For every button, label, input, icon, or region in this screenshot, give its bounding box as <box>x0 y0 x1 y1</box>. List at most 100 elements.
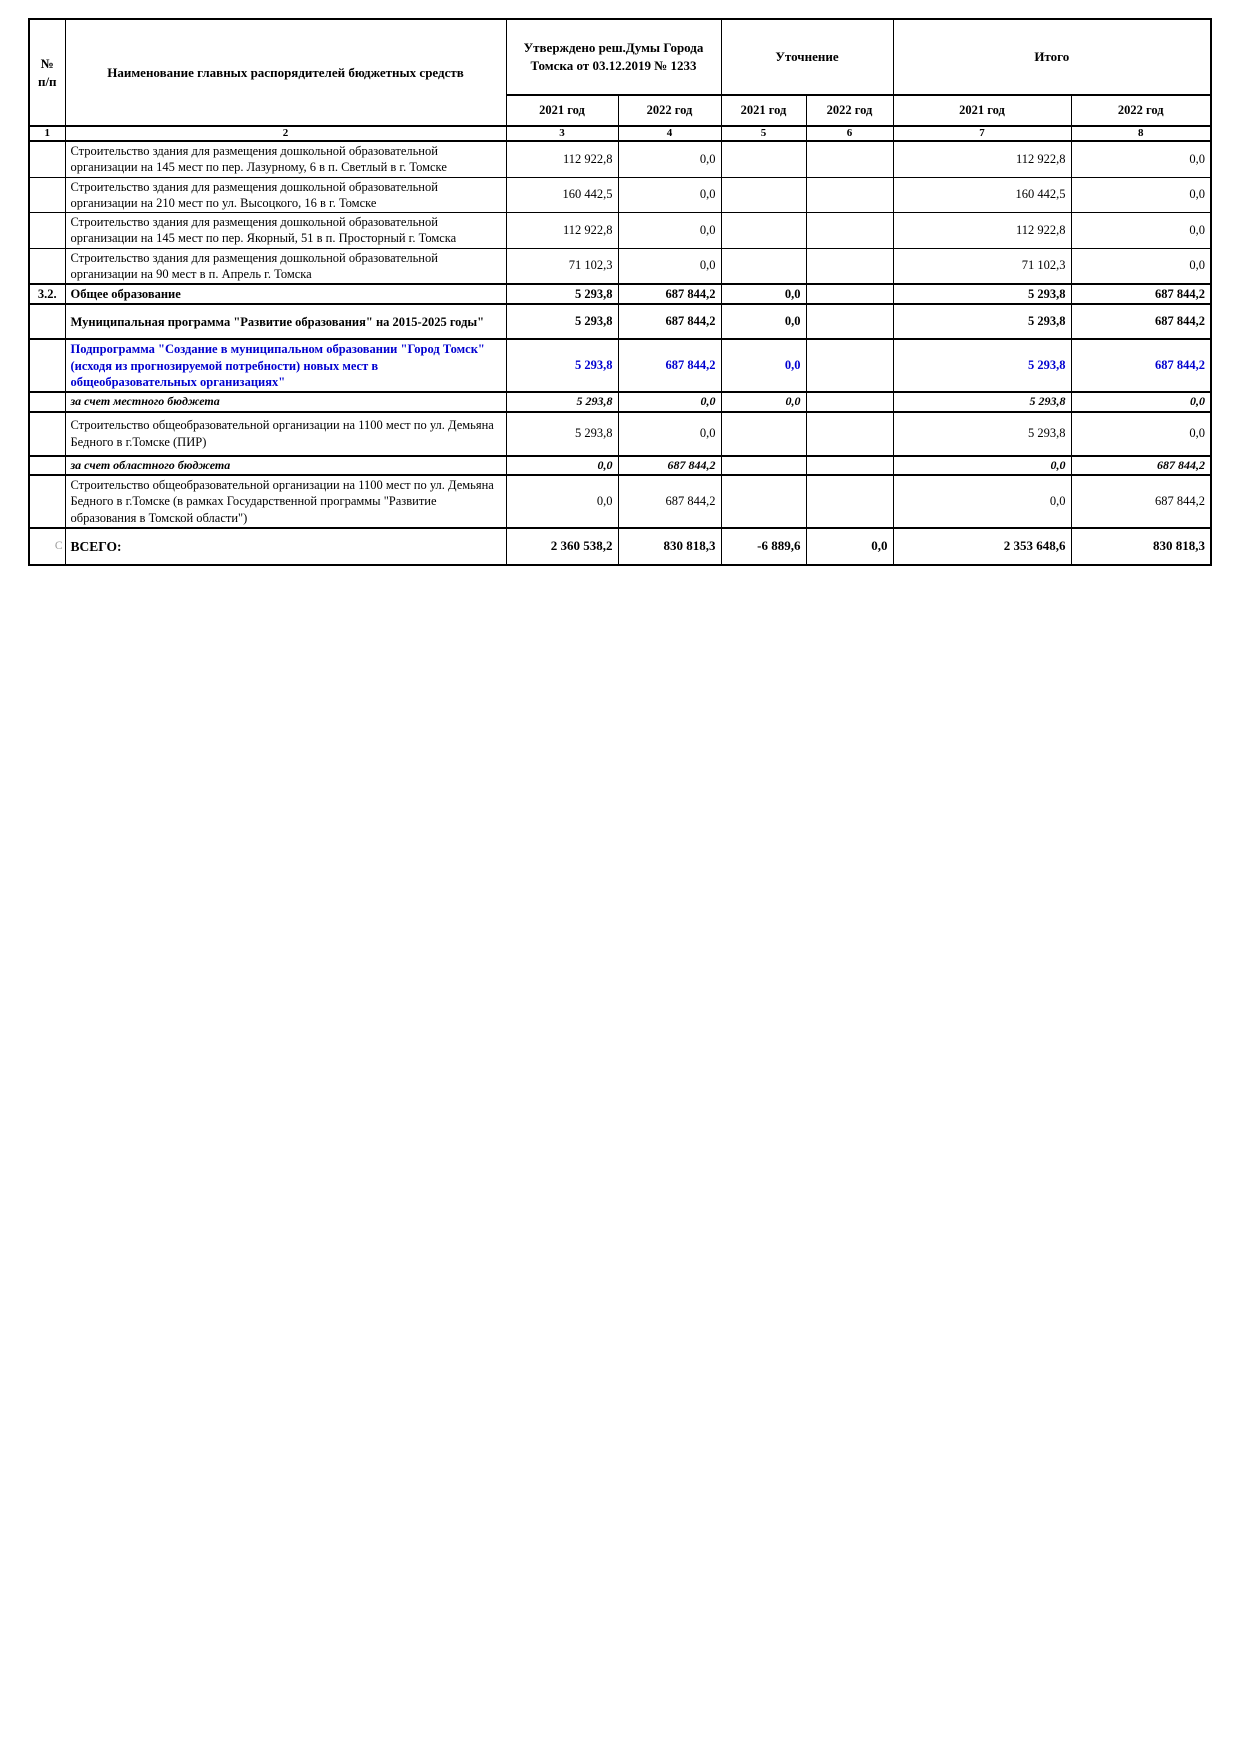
value-cell: 687 844,2 <box>617 454 722 477</box>
row-num-cell: С <box>28 526 66 566</box>
value-cell: 830 818,3 <box>617 526 722 566</box>
row-num-cell <box>28 176 66 213</box>
value-cell: 687 844,2 <box>617 474 722 529</box>
value-cell: 71 102,3 <box>505 247 619 285</box>
value-cell: 2 353 648,6 <box>892 526 1072 566</box>
value-cell <box>805 303 894 341</box>
value-cell: 687 844,2 <box>1070 338 1212 393</box>
value-cell: 160 442,5 <box>892 176 1072 213</box>
value-cell <box>805 454 894 477</box>
colindex-cell: 4 <box>617 125 722 142</box>
value-cell: 0,0 <box>720 391 807 413</box>
row-num-cell <box>28 411 66 457</box>
value-cell: 0,0 <box>1070 212 1212 249</box>
value-cell <box>805 176 894 213</box>
row-num-cell: 3.2. <box>28 282 66 306</box>
table-row: Строительство общеобразовательной органи… <box>28 474 1212 529</box>
table-row-section: 3.2. Общее образование 5 293,8 687 844,2… <box>28 282 1212 306</box>
value-cell: 0,0 <box>505 454 619 477</box>
year-cell: 2021 год <box>892 94 1072 127</box>
value-cell: 5 293,8 <box>892 391 1072 413</box>
row-name-cell: Строительство здания для размещения дошк… <box>64 176 507 213</box>
value-cell: 5 293,8 <box>505 282 619 306</box>
value-cell: 0,0 <box>617 176 722 213</box>
value-cell: 0,0 <box>617 411 722 457</box>
colindex-cell: 6 <box>805 125 894 142</box>
table-row-local-budget: за счет местного бюджета 5 293,8 0,0 0,0… <box>28 391 1212 413</box>
colindex-cell: 5 <box>720 125 807 142</box>
year-cell: 2022 год <box>617 94 722 127</box>
value-cell <box>805 140 894 178</box>
row-num-cell <box>28 303 66 341</box>
table-row: Строительство здания для размещения дошк… <box>28 247 1212 285</box>
value-cell: 687 844,2 <box>1070 474 1212 529</box>
value-cell: 112 922,8 <box>892 140 1072 178</box>
value-cell <box>805 212 894 249</box>
header-approved: Утверждено реш.Думы Города Томска от 03.… <box>505 18 722 96</box>
row-name-cell: Строительство здания для размещения дошк… <box>64 140 507 178</box>
value-cell: 5 293,8 <box>505 391 619 413</box>
row-num-cell <box>28 338 66 393</box>
row-num-cell <box>28 454 66 477</box>
value-cell: 0,0 <box>617 212 722 249</box>
value-cell: 5 293,8 <box>892 303 1072 341</box>
value-cell: 687 844,2 <box>617 282 722 306</box>
value-cell: 687 844,2 <box>1070 282 1212 306</box>
table-header-row: № п/п Наименование главных распорядителе… <box>28 18 1212 127</box>
value-cell: -6 889,6 <box>720 526 807 566</box>
value-cell <box>805 247 894 285</box>
row-name-cell: Строительство общеобразовательной органи… <box>64 474 507 529</box>
colindex-cell: 8 <box>1070 125 1212 142</box>
value-cell: 0,0 <box>617 247 722 285</box>
colindex-cell: 1 <box>28 125 66 142</box>
row-num-cell <box>28 391 66 413</box>
value-cell: 0,0 <box>805 526 894 566</box>
value-cell <box>805 411 894 457</box>
table-row-subprogram: Подпрограмма "Создание в муниципальном о… <box>28 338 1212 393</box>
table-year-row: 2021 год 2022 год 2021 год 2022 год 2021… <box>29 94 1212 127</box>
value-cell: 0,0 <box>720 338 807 393</box>
value-cell: 160 442,5 <box>505 176 619 213</box>
value-cell: 0,0 <box>617 391 722 413</box>
year-cell: 2022 год <box>805 94 894 127</box>
row-name-cell: Подпрограмма "Создание в муниципальном о… <box>64 338 507 393</box>
header-total: Итого <box>892 18 1212 96</box>
table-row: Строительство здания для размещения дошк… <box>28 140 1212 178</box>
value-cell: 0,0 <box>1070 247 1212 285</box>
value-cell <box>805 282 894 306</box>
value-cell: 5 293,8 <box>505 411 619 457</box>
value-cell: 0,0 <box>617 140 722 178</box>
table-row: Строительство здания для размещения дошк… <box>28 212 1212 249</box>
value-cell: 0,0 <box>720 282 807 306</box>
value-cell: 687 844,2 <box>617 338 722 393</box>
value-cell: 830 818,3 <box>1070 526 1212 566</box>
value-cell <box>720 474 807 529</box>
value-cell: 0,0 <box>1070 411 1212 457</box>
row-name-cell: Строительство общеобразовательной органи… <box>64 411 507 457</box>
value-cell: 5 293,8 <box>505 303 619 341</box>
value-cell <box>720 212 807 249</box>
value-cell: 0,0 <box>1070 176 1212 213</box>
row-num-cell <box>28 474 66 529</box>
colindex-cell: 3 <box>505 125 619 142</box>
value-cell <box>720 411 807 457</box>
year-cell: 2021 год <box>720 94 807 127</box>
value-cell: 687 844,2 <box>1070 303 1212 341</box>
table-row: Строительство здания для размещения дошк… <box>28 176 1212 213</box>
colindex-cell: 7 <box>892 125 1072 142</box>
table-row-total: С ВСЕГО: 2 360 538,2 830 818,3 -6 889,6 … <box>28 526 1212 566</box>
year-cell: 2021 год <box>505 94 619 127</box>
header-name: Наименование главных распорядителей бюдж… <box>64 18 507 127</box>
value-cell: 2 360 538,2 <box>505 526 619 566</box>
value-cell: 5 293,8 <box>505 338 619 393</box>
header-adjustment: Уточнение <box>720 18 894 96</box>
row-num-cell <box>28 247 66 285</box>
value-cell <box>720 176 807 213</box>
value-cell: 112 922,8 <box>892 212 1072 249</box>
value-cell: 0,0 <box>505 474 619 529</box>
value-cell: 71 102,3 <box>892 247 1072 285</box>
row-name-cell: Муниципальная программа "Развитие образо… <box>64 303 507 341</box>
table-colindex-row: 1 2 3 4 5 6 7 8 <box>28 125 1212 142</box>
row-num-cell <box>28 140 66 178</box>
